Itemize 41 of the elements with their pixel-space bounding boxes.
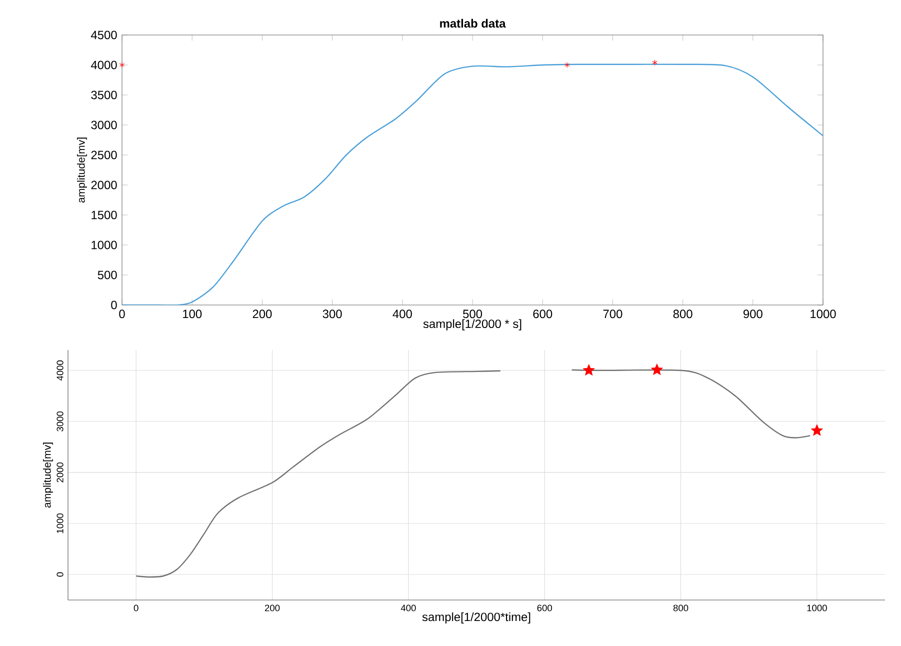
y-tick-label: 0: [111, 300, 117, 310]
x-tick-label: 300: [322, 310, 342, 318]
x-tick-label: 800: [673, 310, 692, 318]
x-tick-label: 600: [533, 310, 552, 318]
x-tick-label: 200: [252, 310, 272, 318]
chart-title: matlab data: [440, 18, 506, 28]
y-tick-label: 2000: [91, 180, 117, 190]
x-tick-label: 900: [744, 310, 762, 318]
y-tick-label: 2500: [91, 150, 117, 160]
point: [811, 424, 823, 436]
y-tick-label: 3000: [56, 411, 64, 432]
y-axis-title: amplitude[mv]: [77, 138, 87, 203]
y-tick-label: 500: [98, 270, 117, 280]
y-axis-title: amplitude[mv]: [43, 442, 53, 508]
x-tick-label: 700: [603, 310, 622, 318]
y-tick-label: 4000: [90, 60, 117, 70]
x-axis-title: sample[1/2000*time]: [422, 612, 530, 624]
x-tick-label: 800: [673, 604, 688, 612]
y-tick-label: 4500: [90, 30, 117, 40]
x-tick-label: 400: [392, 310, 412, 318]
y-tick-label: 3500: [91, 90, 117, 100]
x-tick-label: 0: [119, 310, 125, 318]
x-tick-label: 1000: [810, 310, 836, 318]
point: [583, 364, 595, 376]
point: [651, 364, 663, 375]
y-tick-label: 0: [56, 572, 64, 577]
x-tick-label: 500: [463, 310, 482, 318]
line-series: [122, 64, 824, 305]
y-tick-label: 1000: [92, 240, 117, 250]
x-tick-label: 1000: [807, 604, 827, 612]
x-tick-label: 200: [264, 604, 280, 612]
x-tick-label: 0: [134, 604, 138, 612]
x-tick-label: 100: [183, 310, 202, 318]
y-tick-label: 1500: [92, 210, 117, 220]
y-tick-label: 4000: [56, 360, 64, 381]
y-tick-label: 1000: [56, 513, 64, 534]
y-tick-label: 3000: [91, 120, 117, 130]
y-tick-label: 2000: [56, 462, 64, 482]
x-tick-label: 400: [400, 604, 416, 612]
x-tick-label: 600: [537, 604, 552, 612]
x-axis-title: sample[1/2000 * s]: [423, 319, 522, 330]
